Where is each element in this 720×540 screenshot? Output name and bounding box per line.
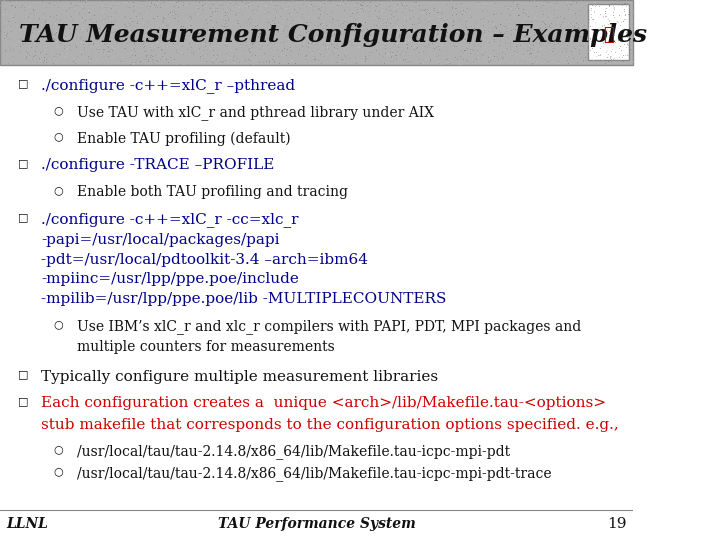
Text: -mpilib=/usr/lpp/ppe.poe/lib -MULTIPLECOUNTERS: -mpilib=/usr/lpp/ppe.poe/lib -MULTIPLECO… — [41, 292, 446, 306]
Text: ○: ○ — [54, 185, 63, 195]
Text: -pdt=/usr/local/pdtoolkit-3.4 –arch=ibm64: -pdt=/usr/local/pdtoolkit-3.4 –arch=ibm6… — [41, 253, 368, 267]
Text: TAU Measurement Configuration – Examples: TAU Measurement Configuration – Examples — [19, 23, 647, 47]
Text: ○: ○ — [54, 105, 63, 115]
Text: Typically configure multiple measurement libraries: Typically configure multiple measurement… — [41, 370, 438, 383]
Text: Enable both TAU profiling and tracing: Enable both TAU profiling and tracing — [77, 185, 348, 199]
Text: Enable TAU profiling (default): Enable TAU profiling (default) — [77, 132, 291, 146]
Text: ○: ○ — [54, 466, 63, 476]
Text: Ⓣ: Ⓣ — [603, 25, 614, 44]
Text: ./configure -c++=xlC_r -cc=xlc_r: ./configure -c++=xlC_r -cc=xlc_r — [41, 212, 299, 227]
Text: LLNL: LLNL — [6, 517, 48, 531]
Text: Each configuration creates a  unique <arch>/lib/Makefile.tau-<options>: Each configuration creates a unique <arc… — [41, 396, 606, 410]
Text: ○: ○ — [54, 319, 63, 329]
Text: -mpiinc=/usr/lpp/ppe.poe/include: -mpiinc=/usr/lpp/ppe.poe/include — [41, 272, 299, 286]
Text: TAU Performance System: TAU Performance System — [217, 517, 415, 531]
Text: stub makefile that corresponds to the configuration options specified. e.g.,: stub makefile that corresponds to the co… — [41, 418, 619, 432]
Text: ○: ○ — [54, 444, 63, 455]
FancyBboxPatch shape — [0, 0, 633, 65]
Text: □: □ — [18, 370, 28, 380]
Text: Use IBM’s xlC_r and xlc_r compilers with PAPI, PDT, MPI packages and: Use IBM’s xlC_r and xlc_r compilers with… — [77, 319, 582, 334]
Text: □: □ — [18, 396, 28, 407]
Text: -papi=/usr/local/packages/papi: -papi=/usr/local/packages/papi — [41, 233, 279, 247]
Text: /usr/local/tau/tau-2.14.8/x86_64/lib/Makefile.tau-icpc-mpi-pdt: /usr/local/tau/tau-2.14.8/x86_64/lib/Mak… — [77, 444, 510, 460]
Text: Use TAU with xlC_r and pthread library under AIX: Use TAU with xlC_r and pthread library u… — [77, 105, 434, 120]
Text: □: □ — [18, 212, 28, 222]
Text: □: □ — [18, 78, 28, 89]
FancyBboxPatch shape — [588, 4, 629, 60]
Text: /usr/local/tau/tau-2.14.8/x86_64/lib/Makefile.tau-icpc-mpi-pdt-trace: /usr/local/tau/tau-2.14.8/x86_64/lib/Mak… — [77, 466, 552, 481]
Text: 19: 19 — [607, 517, 627, 531]
Text: ./configure -TRACE –PROFILE: ./configure -TRACE –PROFILE — [41, 159, 274, 172]
Text: □: □ — [18, 159, 28, 168]
Text: multiple counters for measurements: multiple counters for measurements — [77, 340, 335, 354]
Text: ○: ○ — [54, 132, 63, 142]
Text: ./configure -c++=xlC_r –pthread: ./configure -c++=xlC_r –pthread — [41, 78, 295, 93]
